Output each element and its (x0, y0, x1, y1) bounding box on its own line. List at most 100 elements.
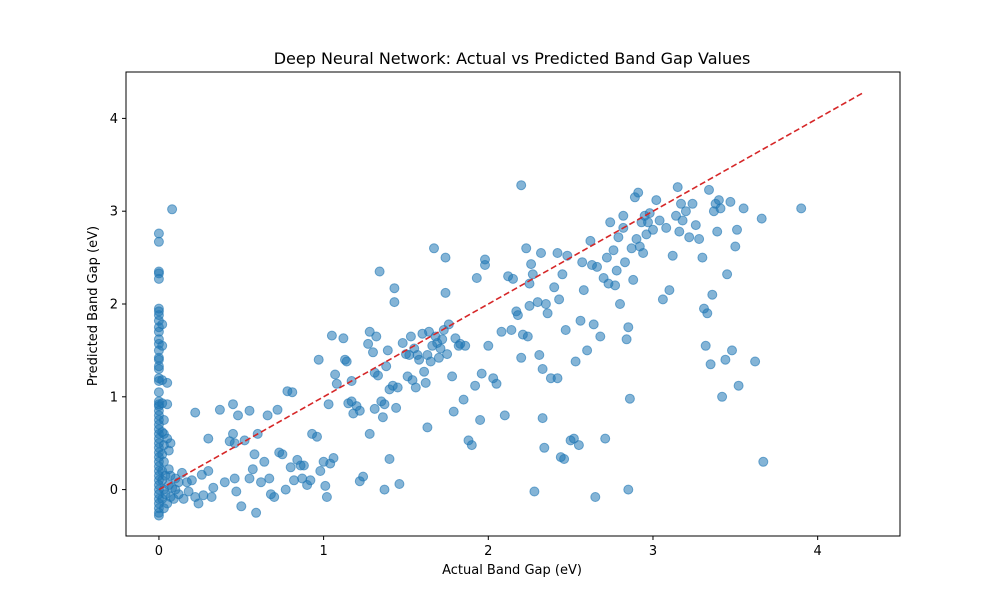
data-point (722, 269, 733, 280)
data-point (532, 297, 543, 308)
data-point (516, 352, 527, 363)
data-point (285, 462, 296, 473)
data-point (379, 399, 390, 410)
x-tick-label: 2 (484, 544, 492, 559)
data-point (633, 187, 644, 198)
data-point (198, 490, 209, 501)
data-point (157, 340, 168, 351)
data-point (738, 203, 749, 214)
data-point (638, 248, 649, 258)
data-point (715, 203, 726, 214)
data-point (702, 308, 713, 319)
data-point (521, 243, 532, 254)
data-point (750, 356, 761, 367)
data-point (674, 226, 685, 237)
data-point (758, 456, 769, 467)
data-point (331, 378, 342, 389)
y-tick-label: 4 (110, 112, 118, 127)
data-point (328, 453, 339, 463)
data-point (249, 449, 260, 460)
y-tick-label: 2 (110, 298, 118, 313)
data-point (552, 248, 563, 258)
data-point (475, 415, 486, 425)
data-point (516, 180, 527, 191)
data-point (440, 252, 451, 263)
data-point (305, 475, 316, 486)
data-point (458, 394, 469, 405)
data-point (162, 377, 173, 388)
data-point (162, 399, 173, 410)
data-point (796, 203, 807, 214)
x-axis-label: Actual Band Gap (eV) (442, 563, 582, 578)
data-point (512, 310, 523, 321)
data-point (707, 289, 718, 300)
data-point (289, 475, 299, 486)
data-point (251, 507, 262, 518)
plot-area (125, 71, 901, 537)
data-point (608, 245, 619, 256)
data-point (684, 232, 695, 243)
data-point (623, 484, 634, 495)
data-point (358, 471, 369, 482)
data-point (651, 195, 662, 206)
data-point (277, 449, 288, 460)
data-point (654, 215, 665, 226)
data-point (554, 294, 565, 305)
y-tick-label: 0 (110, 483, 118, 498)
data-point (570, 356, 581, 367)
data-point (496, 326, 507, 337)
data-point (183, 486, 194, 497)
data-point (414, 354, 425, 365)
data-point (262, 410, 273, 421)
data-point (272, 404, 283, 415)
data-point (186, 475, 197, 486)
data-point (321, 492, 332, 502)
data-point (364, 428, 375, 439)
data-point (447, 371, 458, 382)
data-point (460, 340, 471, 351)
data-point (610, 280, 621, 291)
data-point (422, 422, 433, 433)
data-point (233, 410, 243, 421)
data-point (363, 338, 374, 349)
x-axis-ticks: 0 1 2 3 4 (155, 536, 822, 559)
data-point (394, 479, 405, 489)
data-point (384, 454, 395, 464)
data-point (429, 243, 439, 254)
data-point (483, 340, 494, 351)
data-point (236, 501, 247, 512)
data-point (203, 433, 214, 444)
data-point (618, 210, 629, 221)
data-point (425, 356, 436, 367)
data-point (470, 380, 481, 391)
data-point (611, 265, 622, 276)
data-point (672, 182, 683, 193)
data-point (369, 403, 380, 414)
data-point (527, 269, 538, 280)
data-point (193, 498, 204, 509)
data-point (712, 226, 723, 237)
data-point (613, 232, 624, 243)
x-tick-label: 1 (319, 544, 327, 559)
data-point (506, 325, 517, 335)
x-tick-label: 4 (814, 544, 822, 559)
data-point (713, 195, 724, 206)
data-point (371, 331, 382, 342)
data-point (203, 466, 214, 476)
data-point (312, 431, 322, 442)
x-tick-label: 3 (649, 544, 657, 559)
data-point (626, 243, 637, 254)
data-point (165, 438, 176, 449)
data-point (247, 464, 258, 475)
data-point (153, 387, 164, 398)
data-point (315, 466, 326, 476)
data-point (559, 454, 570, 464)
data-point (374, 266, 385, 277)
data-point (549, 282, 560, 293)
y-tick-label: 1 (110, 390, 118, 405)
data-point (601, 252, 612, 263)
data-point (256, 477, 266, 488)
y-axis-label: Predicted Band Gap (eV) (86, 226, 101, 386)
data-point (600, 433, 611, 444)
